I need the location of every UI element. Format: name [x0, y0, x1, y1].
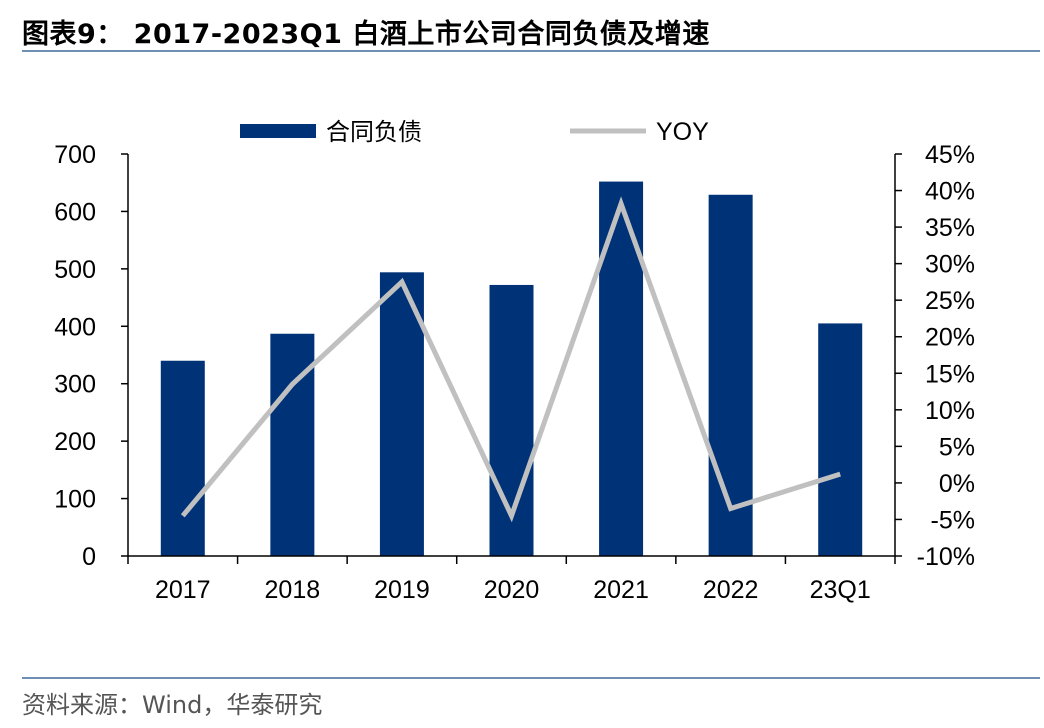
y-right-tick-label: 35%	[925, 214, 975, 242]
y-left-tick-label: 100	[54, 486, 96, 514]
y-left-tick-label: 300	[54, 371, 96, 399]
y-right-tick-label: 25%	[925, 287, 975, 315]
y-left-tick-label: 700	[54, 141, 96, 169]
y-right-tick-label: 30%	[925, 251, 975, 279]
x-tick-label: 2020	[484, 576, 540, 604]
x-tick-label: 2019	[374, 576, 430, 604]
bar-2021	[599, 181, 644, 556]
y-left-tick-label: 0	[82, 543, 96, 571]
yoy-line	[180, 196, 841, 523]
y-left-tick-label: 500	[54, 256, 96, 284]
x-tick-label: 2017	[155, 576, 211, 604]
x-tick-label: 23Q1	[810, 576, 871, 604]
bar-2019	[379, 272, 424, 556]
source-divider	[22, 677, 1040, 679]
y-right-tick-label: -10%	[917, 543, 975, 571]
y-right-tick-label: -5%	[931, 506, 975, 534]
y-right-tick-label: 5%	[939, 433, 975, 461]
legend-label-line: YOY	[656, 118, 709, 146]
legend-label-bar: 合同负债	[326, 118, 422, 146]
y-right-tick-label: 10%	[925, 397, 975, 425]
legend-swatch-bar	[240, 124, 316, 138]
x-tick-label: 2022	[703, 576, 759, 604]
y-right-tick-label: 40%	[925, 178, 975, 206]
y-right-tick-label: 0%	[939, 470, 975, 498]
bar-2017	[160, 360, 205, 556]
y-right-tick-label: 20%	[925, 324, 975, 352]
y-left-tick-label: 400	[54, 313, 96, 341]
bar-2022	[708, 194, 753, 556]
x-tick-label: 2018	[265, 576, 321, 604]
y-right-tick-label: 15%	[925, 360, 975, 388]
x-tick-label: 2021	[593, 576, 649, 604]
y-left-tick-label: 600	[54, 198, 96, 226]
bar-23Q1	[818, 323, 863, 556]
y-left-tick-label: 200	[54, 428, 96, 456]
source-note: 资料来源：Wind，华泰研究	[22, 691, 323, 719]
title-divider	[22, 50, 1040, 52]
figure-title: 图表9： 2017-2023Q1 白酒上市公司合同负债及增速	[22, 19, 710, 50]
y-right-tick-label: 45%	[925, 141, 975, 169]
